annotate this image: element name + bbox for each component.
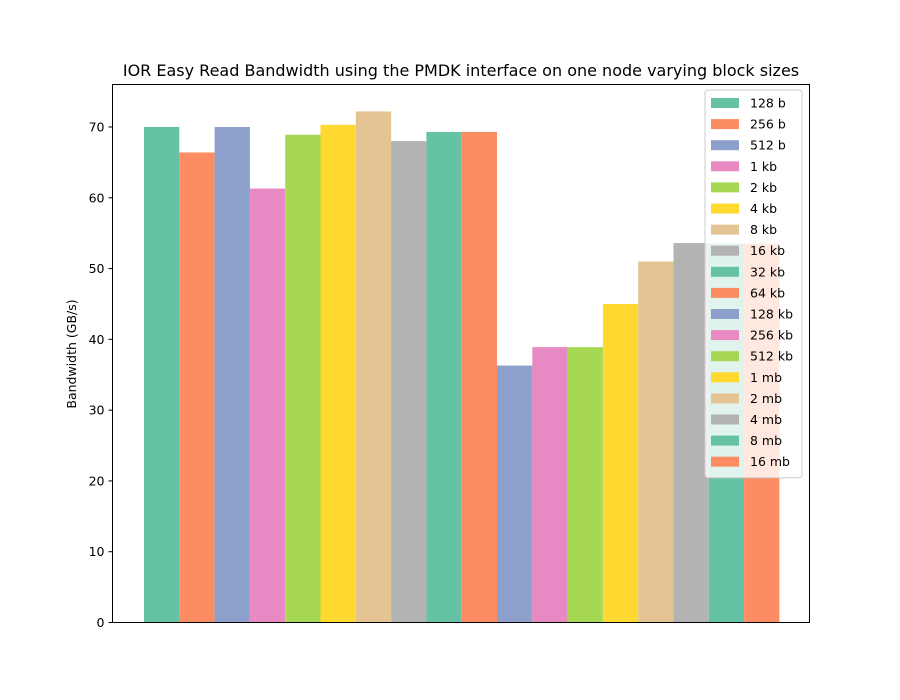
legend-label: 1 kb [750,159,777,174]
y-tick-label: 10 [89,544,105,559]
bar-2-mb [638,261,674,623]
legend-label: 512 b [750,138,786,153]
legend-swatch [711,161,739,172]
y-tick-label: 50 [89,261,105,276]
bar-32-kb [426,131,462,623]
legend-label: 64 kb [750,285,785,300]
bar-2-kb [285,134,321,623]
legend-swatch [711,98,739,108]
bar-8-kb [355,111,392,623]
legend-label: 256 kb [750,328,793,343]
legend-label: 16 kb [750,243,785,258]
bar-512-b [214,126,250,623]
legend-label: 2 kb [750,180,777,195]
legend-label: 128 kb [750,307,793,322]
legend-swatch [711,287,739,298]
legend-label: 8 mb [750,433,782,448]
bars-group [144,111,780,623]
legend-swatch [711,414,739,425]
y-tick-label: 60 [89,190,105,205]
bar-1-kb [249,188,286,623]
bar-16-kb [391,141,427,623]
legend-swatch [711,393,739,404]
y-tick-label: 20 [89,473,105,488]
y-tick-label: 30 [89,403,105,418]
plot-frame [112,84,810,623]
legend-label: 256 b [750,117,786,132]
legend-swatch [711,435,739,446]
bar-64-kb [461,131,497,623]
legend-swatch [711,224,739,235]
legend-label: 1 mb [750,370,782,385]
legend-label: 8 kb [750,222,777,237]
legend-swatch [711,245,739,256]
legend-label: 16 mb [750,454,790,469]
legend-swatch [711,266,739,277]
y-axis: 0 10 20 30 40 50 60 70 [89,119,113,630]
legend-swatch [711,330,739,341]
bar-256-kb [532,347,568,623]
y-tick-label: 70 [89,119,105,134]
legend-swatch [711,182,739,193]
y-tick-label: 0 [97,615,105,630]
legend-swatch [711,203,739,214]
legend-swatch [711,309,739,319]
legend-label: 512 kb [750,349,793,364]
y-tick-label: 40 [89,332,105,347]
y-axis-label: Bandwidth (GB/s) [64,299,79,408]
bar-4-mb [673,243,709,623]
bar-128-kb [497,365,533,623]
legend-label: 32 kb [750,264,785,279]
legend-label: 4 mb [750,412,782,427]
legend-swatch [711,140,739,151]
legend-swatch [711,351,739,362]
legend-swatch [711,456,739,467]
bar-4-kb [320,124,356,623]
chart-title: IOR Easy Read Bandwidth using the PMDK i… [123,61,799,80]
bar-256-b [179,152,215,623]
legend-label: 2 mb [750,391,782,406]
bar-128-b [144,126,180,623]
legend-label: 128 b [750,96,786,111]
legend-swatch [711,372,739,383]
bar-1-mb [602,303,639,623]
legend-label: 4 kb [750,201,777,216]
legend: 128 b 256 b 512 b 1 kb 2 kb 4 kb 8 kb 16 kb 32 k… [704,89,803,479]
bar-512-kb [567,347,603,623]
legend-swatch [711,119,739,130]
